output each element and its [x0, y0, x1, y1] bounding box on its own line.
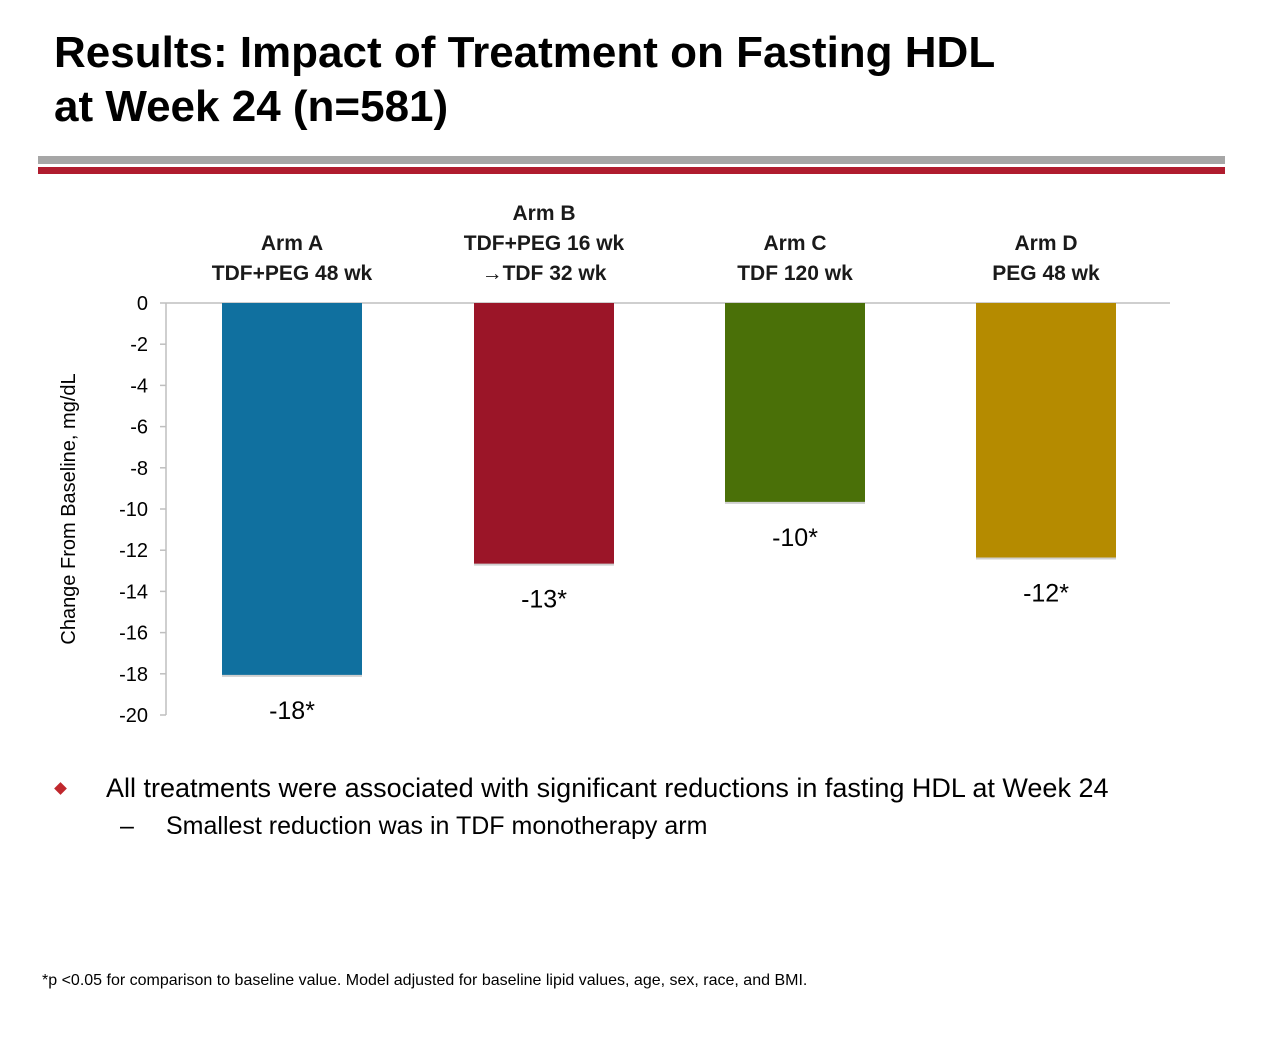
slide-title: Results: Impact of Treatment on Fasting …	[54, 26, 1254, 134]
category-label: TDF+PEG 48 wk	[212, 262, 373, 285]
y-tick-label: 0	[137, 293, 148, 315]
y-tick-label: -20	[119, 705, 148, 727]
slide-title-line-1: Results: Impact of Treatment on Fasting …	[54, 28, 996, 77]
y-axis-label: Change From Baseline, mg/dL	[58, 373, 80, 644]
category-label: Arm C	[763, 232, 826, 255]
y-tick-label: -8	[130, 458, 148, 480]
category-label: Arm A	[261, 232, 323, 255]
y-tick-label: -14	[119, 581, 148, 603]
category-label: →TDF 32 wk	[482, 262, 607, 285]
bullet-text: All treatments were associated with sign…	[106, 773, 1109, 803]
y-tick-label: -18	[119, 664, 148, 686]
y-tick-label: -6	[130, 417, 148, 439]
hdl-change-bar-chart: 0 -2 -4 -6 -8 -10 -12 -14 -16 -18 -20 Change From B…	[58, 202, 1170, 727]
bar	[976, 303, 1116, 559]
dash-bullet-icon: –	[120, 812, 134, 840]
bar	[725, 303, 865, 503]
title-divider-red	[38, 167, 1225, 174]
diamond-bullet-icon	[54, 782, 67, 795]
data-label: -12*	[1023, 579, 1069, 607]
bar	[474, 303, 614, 565]
category-label: Arm D	[1014, 232, 1077, 255]
bar	[222, 303, 362, 676]
data-label: -10*	[772, 524, 818, 552]
y-tick-label: -16	[119, 623, 148, 645]
data-label: -18*	[269, 697, 315, 725]
title-divider-gray	[38, 156, 1225, 164]
y-tick-label: -10	[119, 499, 148, 521]
sub-bullet-item: – Smallest reduction was in TDF monother…	[56, 811, 1246, 842]
bullet-item: All treatments were associated with sign…	[54, 772, 1246, 805]
bullet-list: All treatments were associated with sign…	[54, 772, 1246, 842]
category-label: TDF+PEG 16 wk	[464, 232, 625, 255]
y-tick-label: -2	[130, 334, 148, 356]
category-label: TDF 120 wk	[737, 262, 853, 285]
category-label: Arm B	[512, 202, 575, 225]
slide-title-line-2: at Week 24 (n=581)	[54, 82, 449, 131]
y-tick-label: -12	[119, 540, 148, 562]
y-tick-label: -4	[130, 375, 148, 397]
category-label: PEG 48 wk	[992, 262, 1100, 285]
data-label: -13*	[521, 586, 567, 614]
footnote: *p <0.05 for comparison to baseline valu…	[42, 972, 808, 989]
sub-bullet-text: Smallest reduction was in TDF monotherap…	[166, 812, 708, 840]
